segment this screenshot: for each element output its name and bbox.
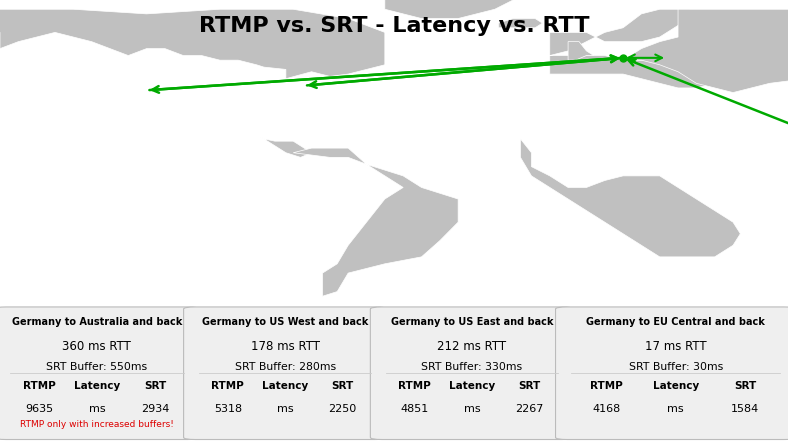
- Text: Latency: Latency: [262, 381, 308, 391]
- Text: ms: ms: [88, 404, 106, 414]
- Text: SRT: SRT: [519, 381, 541, 391]
- Text: Latency: Latency: [449, 381, 495, 391]
- Polygon shape: [623, 9, 788, 204]
- Text: SRT: SRT: [143, 381, 166, 391]
- Text: ms: ms: [277, 404, 294, 414]
- Polygon shape: [568, 42, 593, 60]
- Text: RTMP: RTMP: [398, 381, 431, 391]
- Text: SRT: SRT: [332, 381, 354, 391]
- FancyBboxPatch shape: [184, 307, 387, 439]
- FancyBboxPatch shape: [370, 307, 574, 439]
- FancyBboxPatch shape: [556, 307, 788, 439]
- Polygon shape: [520, 139, 741, 257]
- Polygon shape: [499, 19, 542, 28]
- Polygon shape: [385, 0, 513, 19]
- Text: RTMP only with increased buffers!: RTMP only with increased buffers!: [20, 420, 174, 429]
- Text: Germany to Australia and back: Germany to Australia and back: [12, 317, 182, 327]
- Text: 4851: 4851: [400, 404, 429, 414]
- Text: 4168: 4168: [593, 404, 620, 414]
- Text: 2250: 2250: [329, 404, 357, 414]
- Text: 178 ms RTT: 178 ms RTT: [251, 340, 320, 353]
- Text: Germany to US East and back: Germany to US East and back: [391, 317, 553, 327]
- FancyBboxPatch shape: [0, 307, 199, 439]
- Polygon shape: [550, 9, 715, 88]
- Text: SRT Buffer: 30ms: SRT Buffer: 30ms: [629, 362, 723, 372]
- Polygon shape: [0, 9, 385, 79]
- Polygon shape: [257, 134, 311, 157]
- Text: SRT: SRT: [734, 381, 756, 391]
- Text: 9635: 9635: [25, 404, 53, 414]
- Text: Germany to EU Central and back: Germany to EU Central and back: [586, 317, 765, 327]
- Text: SRT Buffer: 330ms: SRT Buffer: 330ms: [422, 362, 522, 372]
- Text: SRT Buffer: 550ms: SRT Buffer: 550ms: [46, 362, 147, 372]
- Text: Germany to US West and back: Germany to US West and back: [202, 317, 369, 327]
- Text: 17 ms RTT: 17 ms RTT: [645, 340, 707, 353]
- Text: ms: ms: [667, 404, 684, 414]
- Text: 5318: 5318: [214, 404, 242, 414]
- Text: RTMP: RTMP: [211, 381, 244, 391]
- Text: RTMP: RTMP: [23, 381, 55, 391]
- Text: RTMP: RTMP: [590, 381, 623, 391]
- Text: SRT Buffer: 280ms: SRT Buffer: 280ms: [235, 362, 336, 372]
- Text: 1584: 1584: [731, 404, 759, 414]
- Text: Latency: Latency: [652, 381, 699, 391]
- Text: 2267: 2267: [515, 404, 544, 414]
- Text: ms: ms: [463, 404, 481, 414]
- Text: 360 ms RTT: 360 ms RTT: [62, 340, 132, 353]
- Polygon shape: [293, 148, 458, 296]
- Text: Latency: Latency: [74, 381, 120, 391]
- Text: 212 ms RTT: 212 ms RTT: [437, 340, 507, 353]
- Text: 2934: 2934: [141, 404, 169, 414]
- Text: RTMP vs. SRT - Latency vs. RTT: RTMP vs. SRT - Latency vs. RTT: [199, 16, 589, 35]
